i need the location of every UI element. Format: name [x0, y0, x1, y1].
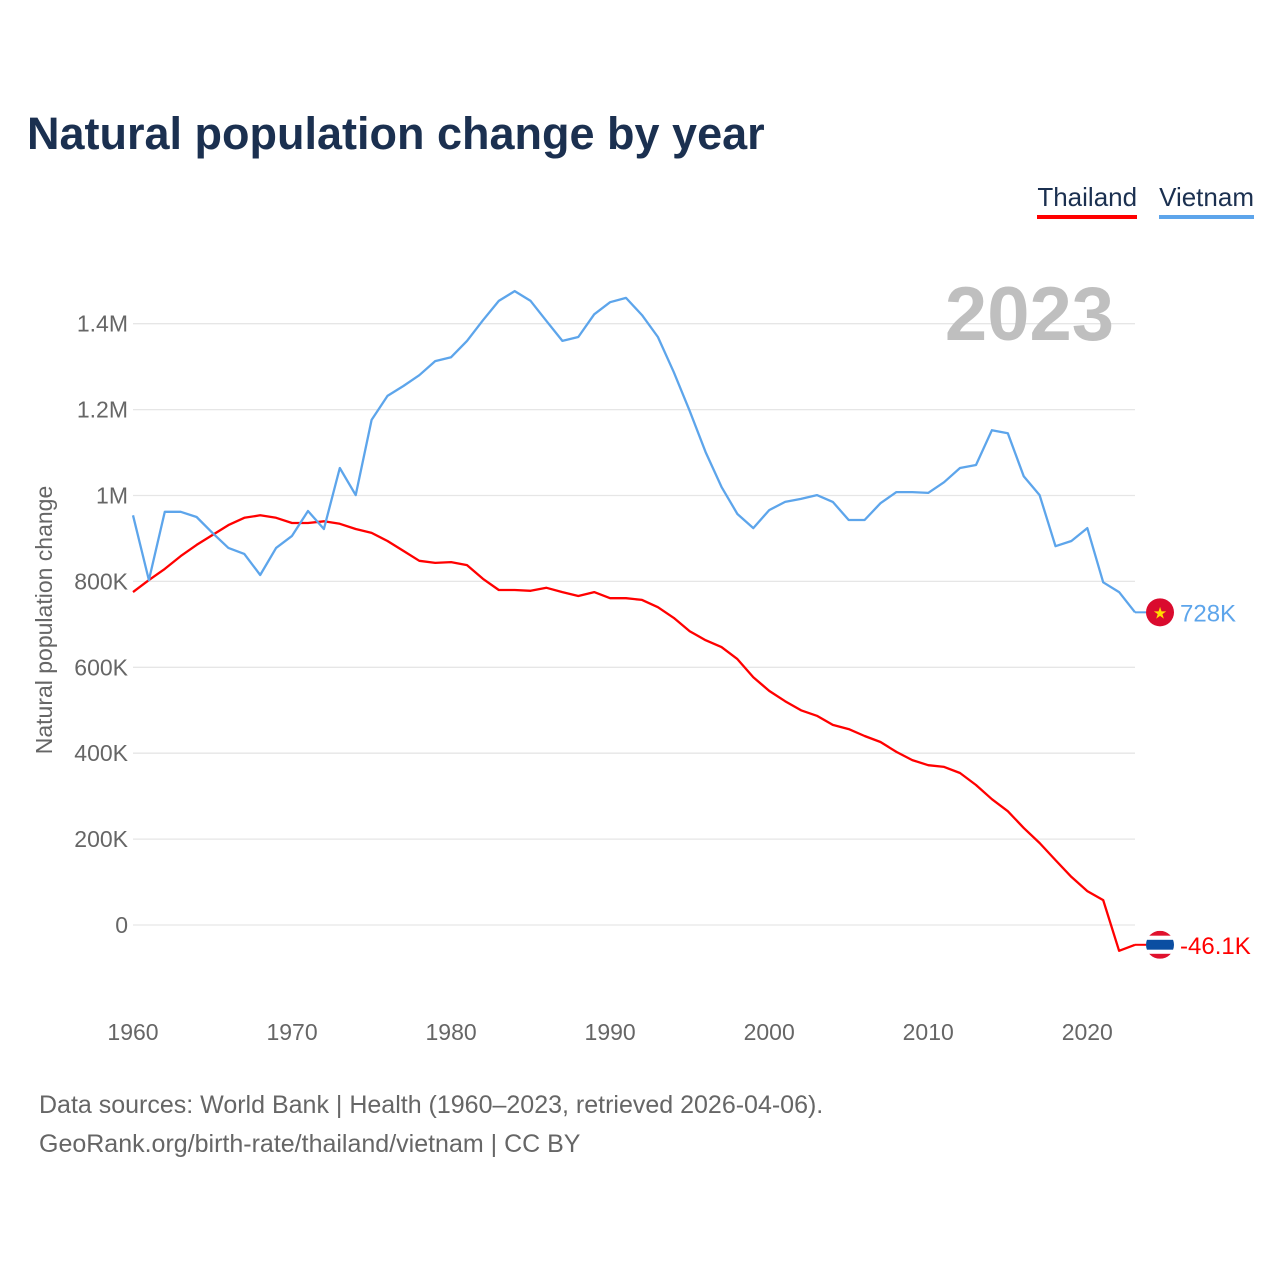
attribution-link[interactable]: GeoRank.org/birth-rate/thailand/vietnam … [39, 1130, 581, 1158]
y-tick-label: 0 [115, 912, 128, 938]
x-tick-label: 2010 [903, 1019, 954, 1045]
x-tick-label: 1980 [426, 1019, 477, 1045]
footer: Data sources: World Bank | Health (1960–… [39, 1086, 823, 1164]
y-tick-label: 1M [96, 483, 128, 509]
x-tick-label: 1990 [585, 1019, 636, 1045]
end-value-label-vietnam: 728K [1180, 600, 1236, 627]
x-tick-label: 2020 [1062, 1019, 1113, 1045]
thailand-flag-icon [1146, 930, 1174, 959]
y-tick-label: 1.4M [77, 311, 128, 337]
line-chart: 0 200K 400K 600K 800K 1M 1.2M 1.4M 1960 1970 1980 1… [31, 272, 1251, 1045]
x-tick-label: 2000 [744, 1019, 795, 1045]
legend-item-vietnam[interactable]: Vietnam [1159, 182, 1254, 219]
x-tick-label: 1970 [266, 1019, 317, 1045]
series-line-thailand [132, 514, 1136, 952]
legend-item-thailand[interactable]: Thailand [1037, 182, 1138, 219]
x-tick-label: 1960 [107, 1019, 158, 1045]
vietnam-flag-icon [1146, 598, 1174, 627]
y-axis-label: Natural population change [31, 486, 57, 755]
year-watermark: 2023 [945, 272, 1114, 357]
y-tick-label: 200K [74, 826, 128, 852]
data-source-text: Data sources: World Bank | Health (1960–… [39, 1091, 824, 1119]
end-value-label-thailand: -46.1K [1180, 933, 1251, 960]
y-tick-label: 800K [74, 568, 128, 594]
star-icon: ★ [1153, 605, 1167, 622]
y-tick-label: 600K [74, 654, 128, 680]
legend: Thailand Vietnam [1037, 182, 1254, 219]
y-tick-label: 1.2M [77, 397, 128, 423]
y-tick-label: 400K [74, 740, 128, 766]
series-line-vietnam [131, 289, 1136, 614]
chart-title: Natural population change by year [27, 108, 765, 159]
